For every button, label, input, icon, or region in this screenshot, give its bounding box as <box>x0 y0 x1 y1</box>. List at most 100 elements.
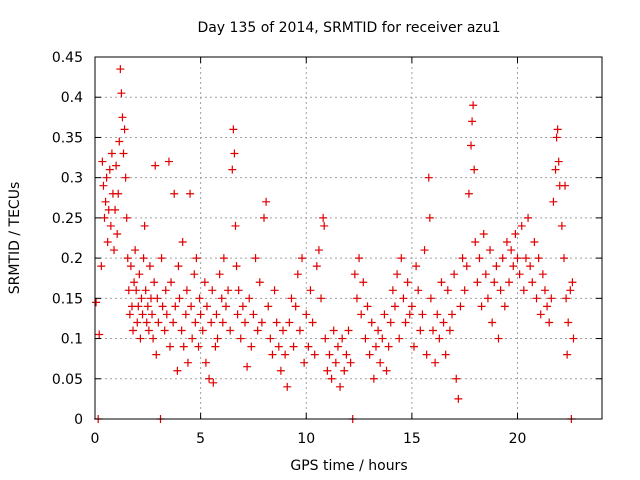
data-point <box>170 189 179 198</box>
data-point <box>418 310 427 319</box>
data-point <box>97 262 106 271</box>
data-point <box>490 278 499 287</box>
data-point <box>566 286 575 295</box>
data-point <box>329 326 338 335</box>
data-point <box>479 229 488 238</box>
data-point <box>285 318 294 327</box>
chart-title: Day 135 of 2014, SRMTID for receiver azu… <box>197 20 500 36</box>
data-point <box>304 342 313 351</box>
x-tick-labels: 0 5 10 15 20 <box>91 431 527 447</box>
data-point <box>547 294 556 303</box>
data-point <box>409 342 418 351</box>
data-point <box>519 286 528 295</box>
data-point <box>369 374 378 383</box>
data-point <box>179 342 188 351</box>
data-point <box>144 326 153 335</box>
data-point <box>198 326 207 335</box>
data-point <box>554 157 563 166</box>
data-point <box>247 342 256 351</box>
data-point <box>483 294 492 303</box>
data-point <box>140 221 149 230</box>
data-point <box>251 254 260 263</box>
data-point <box>201 358 210 367</box>
data-point <box>123 254 132 263</box>
data-point <box>171 302 180 311</box>
data-point <box>129 326 138 335</box>
plot-border <box>94 56 603 420</box>
data-point <box>338 334 347 343</box>
data-point <box>467 141 476 150</box>
data-point <box>186 189 195 198</box>
y-tick-label: 0.2 <box>61 251 83 267</box>
data-point <box>283 382 292 391</box>
data-point <box>181 310 190 319</box>
data-point <box>454 394 463 403</box>
data-point <box>310 350 319 359</box>
data-point <box>534 254 543 263</box>
y-tick-label: 0.4 <box>61 90 83 106</box>
data-point <box>367 318 376 327</box>
data-point <box>564 318 573 327</box>
data-point <box>443 286 452 295</box>
data-point <box>325 350 334 359</box>
y-tick-label: 0.05 <box>52 372 83 388</box>
data-point <box>139 254 148 263</box>
data-point <box>458 254 467 263</box>
data-point <box>131 246 140 255</box>
data-point <box>350 270 359 279</box>
data-point <box>327 374 336 383</box>
data-point <box>552 133 561 142</box>
data-point <box>167 278 176 287</box>
data-point <box>114 189 123 198</box>
data-point <box>426 294 435 303</box>
data-point <box>293 270 302 279</box>
data-point <box>229 125 238 134</box>
data-point <box>380 310 389 319</box>
y-tick-label: 0.25 <box>52 211 83 227</box>
data-point <box>314 246 323 255</box>
data-point <box>357 310 366 319</box>
data-point <box>177 326 186 335</box>
data-point <box>475 254 484 263</box>
data-point <box>153 294 162 303</box>
data-point <box>249 310 258 319</box>
data-point <box>306 286 315 295</box>
data-point <box>233 310 242 319</box>
data-point <box>302 310 311 319</box>
data-point <box>365 350 374 359</box>
data-point <box>371 342 380 351</box>
data-point <box>450 270 459 279</box>
data-point <box>217 294 226 303</box>
data-point <box>557 221 566 230</box>
data-point <box>481 270 490 279</box>
data-point <box>106 221 115 230</box>
data-point <box>164 157 173 166</box>
data-point <box>276 366 285 375</box>
data-point <box>344 326 353 335</box>
data-point <box>136 334 145 343</box>
data-point <box>505 278 514 287</box>
data-point <box>272 318 281 327</box>
data-point <box>521 254 530 263</box>
data-point <box>435 334 444 343</box>
data-point <box>190 270 199 279</box>
data-point <box>118 113 127 122</box>
data-point <box>562 294 571 303</box>
data-point <box>100 213 109 222</box>
data-point <box>469 101 478 110</box>
data-point <box>524 213 533 222</box>
data-point <box>188 334 197 343</box>
data-point <box>202 302 211 311</box>
data-point <box>528 278 537 287</box>
data-point <box>386 318 395 327</box>
data-point <box>260 213 268 222</box>
data-point <box>161 286 170 295</box>
data-point <box>393 270 402 279</box>
y-tick-label: 0.15 <box>52 291 83 307</box>
data-point <box>538 270 547 279</box>
data-point <box>218 318 227 327</box>
data-point <box>340 366 349 375</box>
data-point <box>414 286 423 295</box>
data-point <box>403 278 412 287</box>
